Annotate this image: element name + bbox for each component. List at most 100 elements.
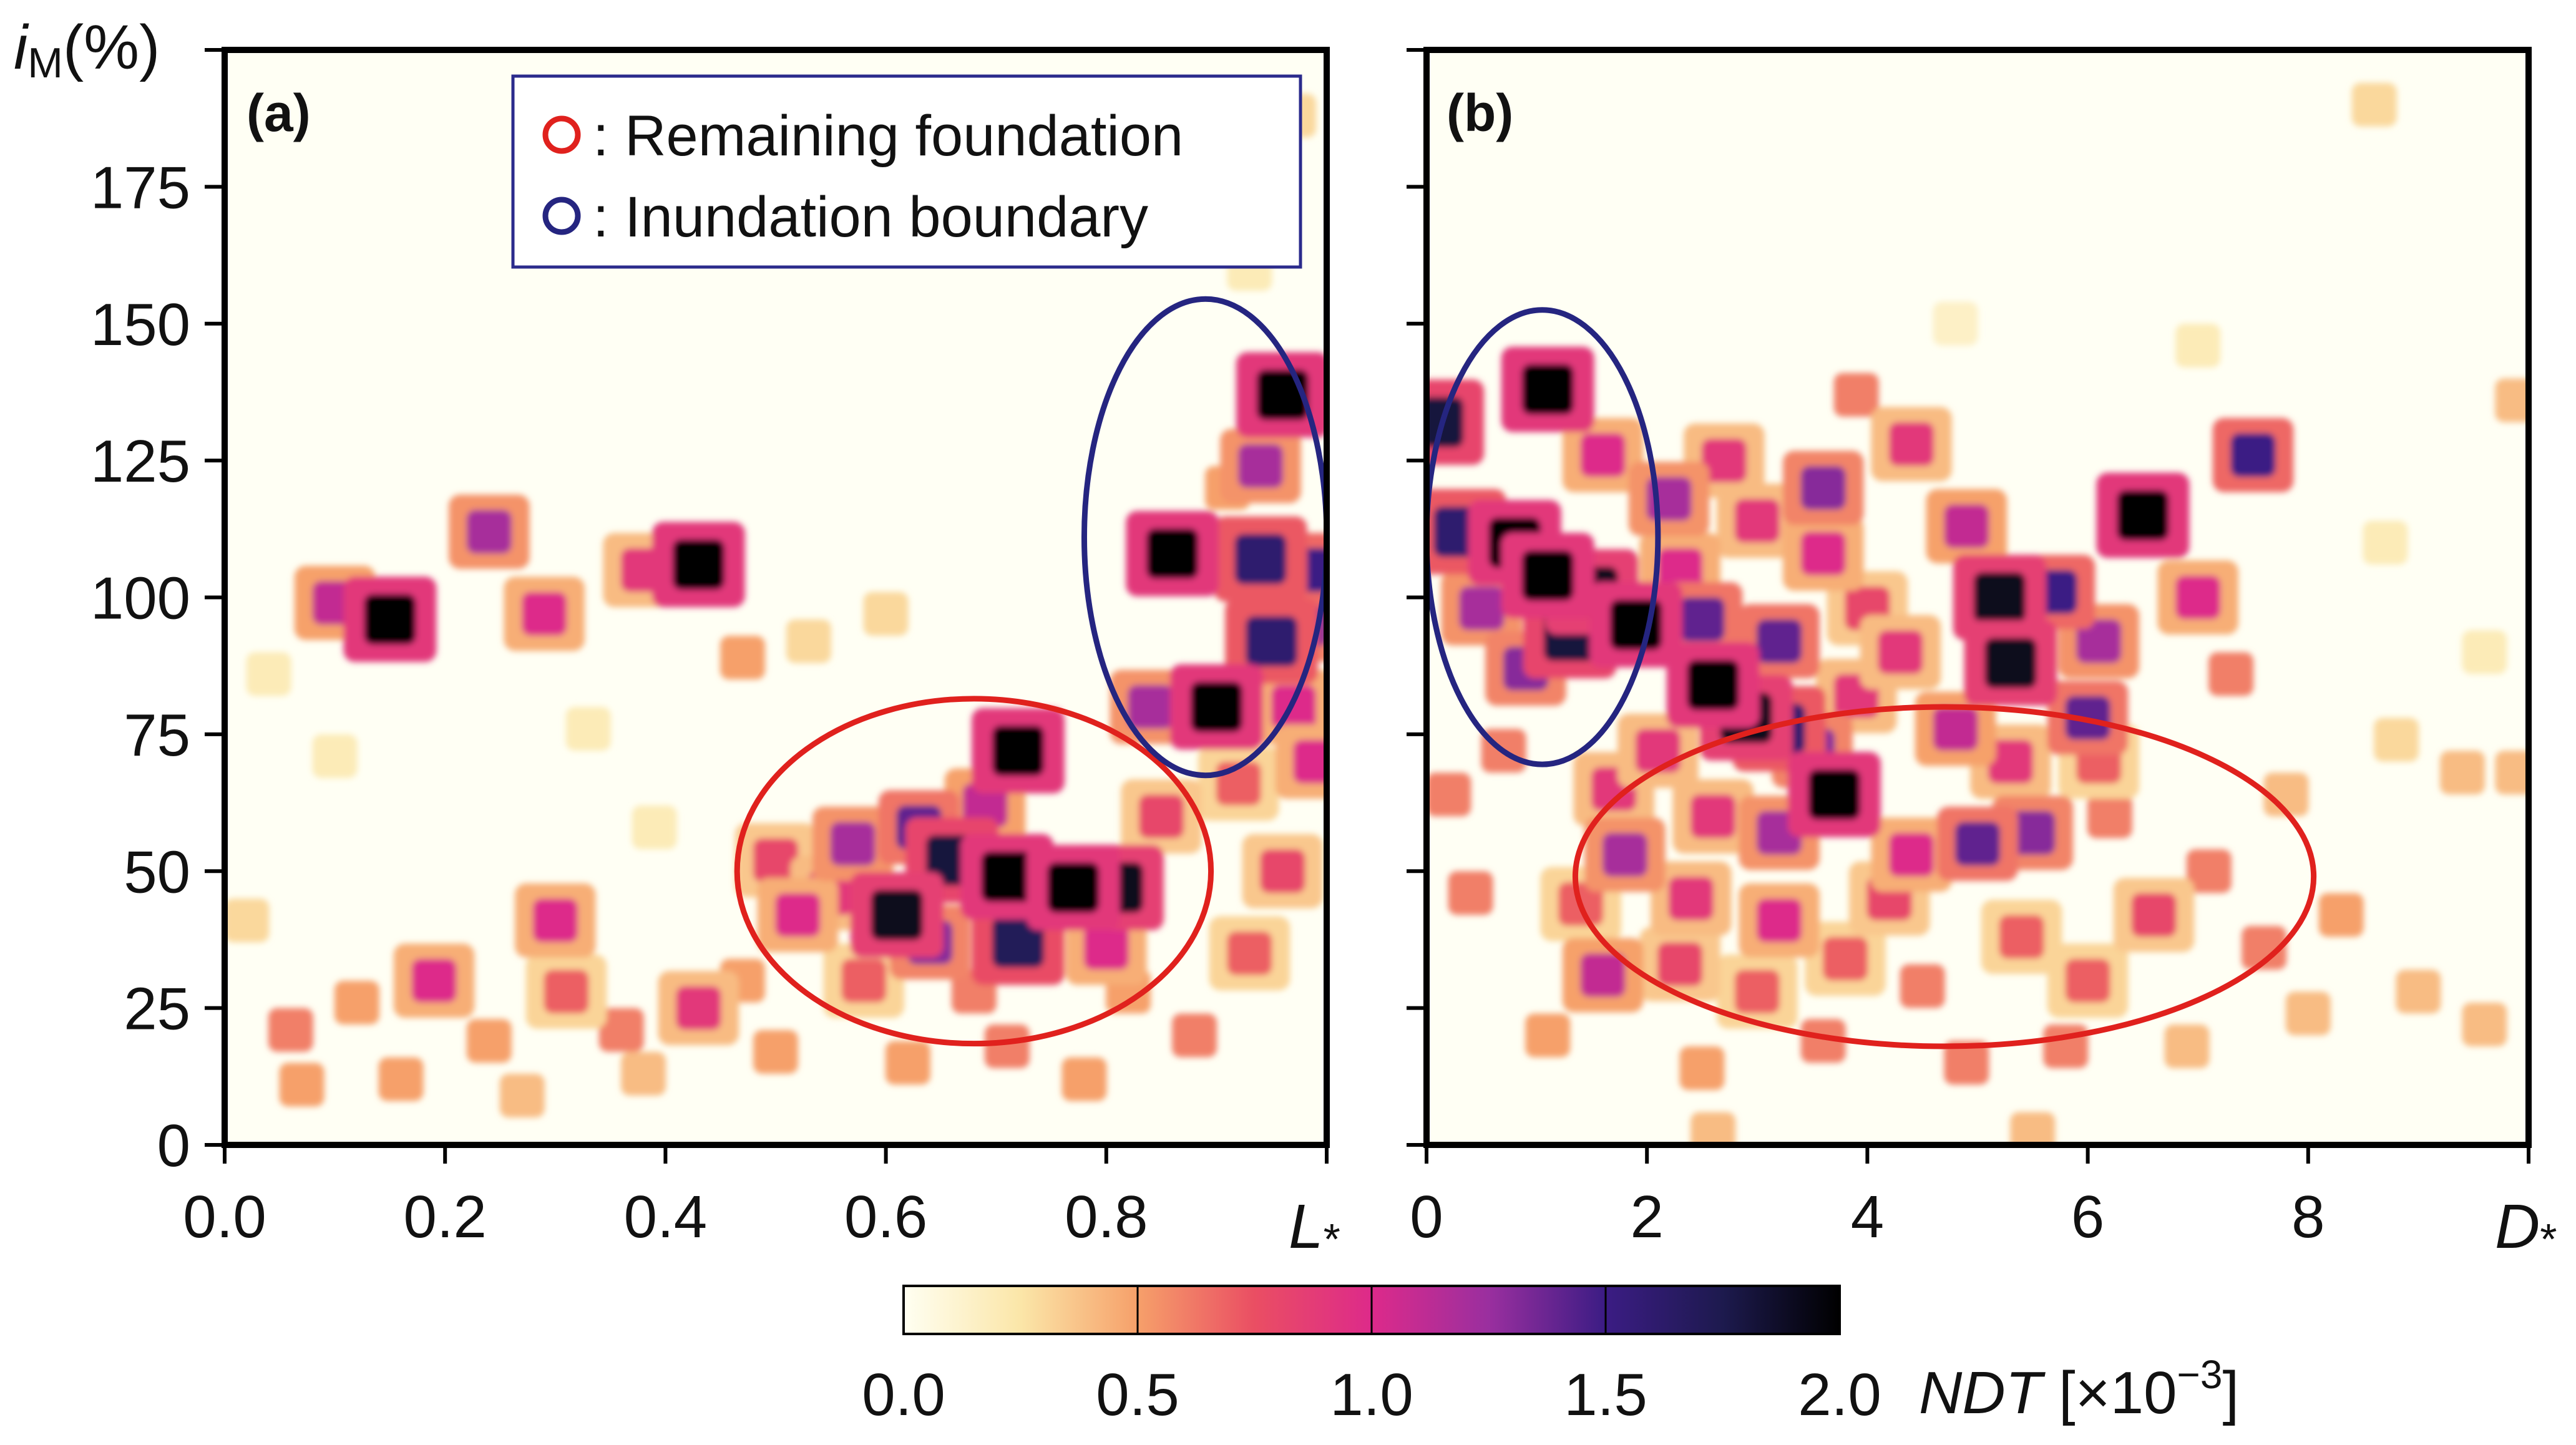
- heatmap-cell: [1757, 619, 1802, 663]
- heatmap-cell: [1833, 372, 1879, 417]
- heatmap-cell: [1521, 364, 1574, 415]
- heatmap-cell: [2495, 751, 2529, 795]
- heatmap-cell: [1734, 970, 1780, 1014]
- x-tick-label: 8: [2291, 1184, 2325, 1250]
- heatmap-cell: [1973, 572, 2026, 623]
- heatmap-cell: [863, 591, 909, 636]
- x-tick-label: 0.0: [183, 1184, 266, 1250]
- x-axis-ticks-b: 0 2 4 6 8: [1410, 1145, 2530, 1250]
- legend: : Remaining foundation : Inundation boun…: [511, 74, 1302, 269]
- colorbar-ticks: 0.0 0.5 1.0 1.5 2.0: [862, 1286, 1881, 1428]
- y-axis-label-sub: M: [27, 39, 63, 87]
- heatmap-cell: [1690, 1112, 1736, 1145]
- heatmap-cell: [1521, 550, 1574, 601]
- heatmap-cell: [466, 510, 512, 554]
- heatmap-cell: [2117, 490, 2169, 541]
- heatmap-cell: [1823, 937, 1868, 981]
- heatmap-cell: [1757, 898, 1802, 943]
- heatmap-cell: [2175, 323, 2221, 367]
- heatmap-cell: [1933, 301, 1978, 346]
- y-tick-label: 25: [124, 976, 190, 1043]
- heatmap-cell: [2285, 991, 2331, 1036]
- heatmap-cell: [720, 636, 766, 680]
- heatmap-cell: [1808, 769, 1860, 820]
- heatmap-cell: [2010, 810, 2056, 855]
- y-axis-ticks-b: [1407, 48, 1427, 1147]
- heatmap-cell: [775, 893, 821, 937]
- x-tick-label: 2: [1631, 1184, 1664, 1250]
- y-tick-label: 175: [90, 154, 190, 221]
- y-axis-label-unit: (%): [63, 12, 160, 82]
- heatmap-cell: [1448, 871, 1493, 915]
- heatmap-cell: [312, 734, 358, 778]
- heatmap-cell: [1734, 499, 1780, 543]
- colorbar-tick-label: 0.5: [1096, 1361, 1179, 1428]
- heatmap-cell: [1889, 832, 1934, 877]
- colorbar: 0.0 0.5 1.0 1.5 2.0 NDT [×10−3]: [862, 1285, 2239, 1428]
- heatmap-cell: [1690, 794, 1736, 839]
- heatmap-cell: [2318, 893, 2364, 937]
- heatmap-cell: [753, 838, 798, 882]
- heatmap-cell: [1047, 862, 1100, 913]
- heatmap-cell: [1128, 685, 1173, 729]
- x-axis-ticks-a: 0.0 0.2 0.4 0.6 0.8: [183, 1145, 1329, 1250]
- heatmap-cell: [2462, 1002, 2507, 1046]
- x-axis-label-a-main: L: [1289, 1192, 1324, 1262]
- colorbar-unit-prefix: [×10: [2042, 1360, 2177, 1426]
- heatmap-cell: [2208, 652, 2254, 696]
- heatmap-cell: [411, 958, 457, 1003]
- x-tick-label: 6: [2071, 1184, 2104, 1250]
- heatmap-cell: [1999, 915, 2044, 959]
- legend-box: [511, 74, 1302, 269]
- colorbar-label-ndt: NDT: [1919, 1360, 2046, 1426]
- heatmap-cell: [2230, 433, 2276, 477]
- heatmap-cell: [1234, 533, 1287, 585]
- heatmap-cell: [268, 1008, 313, 1052]
- panel-label-b: (b): [1447, 84, 1513, 142]
- heatmap-cell: [2363, 520, 2408, 565]
- x-tick-label: 0.8: [1065, 1184, 1148, 1250]
- y-tick-label: 100: [90, 565, 190, 632]
- heatmap-cell: [1668, 877, 1714, 921]
- heatmap-cell: [2242, 926, 2287, 970]
- heatmap-cell: [981, 851, 1033, 902]
- heatmap-cell: [1679, 1046, 1725, 1091]
- heatmap-cell: [279, 1063, 324, 1107]
- heatmap-cell: [2374, 718, 2419, 762]
- heatmap-cell: [1984, 638, 2037, 689]
- heatmap-cell: [1459, 586, 1505, 631]
- heatmap-cells-a: [225, 94, 1327, 1118]
- heatmap-cell: [2263, 772, 2309, 817]
- heatmap-cell: [1227, 931, 1272, 975]
- heatmap-cell: [565, 707, 611, 751]
- heatmap-cell: [1238, 444, 1284, 488]
- heatmap-cell: [885, 1041, 930, 1085]
- heatmap-cell: [1191, 681, 1242, 732]
- y-axis-label: iM(%): [14, 12, 160, 87]
- heatmap-cell: [1260, 849, 1305, 893]
- heatmap-cell: [871, 890, 923, 940]
- heatmap-cell: [2186, 849, 2232, 893]
- heatmap-cell: [1800, 532, 1846, 576]
- colorbar-label: NDT [×10−3]: [1919, 1352, 2239, 1426]
- heatmap-cell: [992, 725, 1044, 776]
- heatmap-cell: [2462, 630, 2507, 674]
- heatmap-cell: [1635, 729, 1681, 773]
- colorbar-tick-label: 1.0: [1330, 1361, 1413, 1428]
- heatmap-cell: [364, 594, 416, 645]
- heatmap-cell: [1146, 528, 1199, 579]
- legend-label-remaining-foundation: : Remaining foundation: [593, 104, 1183, 168]
- heatmap-cell: [522, 591, 567, 636]
- heatmap-cell: [1172, 1013, 1217, 1058]
- heatmap-cell: [532, 898, 578, 943]
- heatmap-cell: [499, 1074, 545, 1118]
- y-tick-label: 0: [157, 1112, 190, 1179]
- heatmap-cell: [544, 970, 589, 1014]
- colorbar-unit-suffix: ]: [2222, 1360, 2239, 1426]
- heatmap-cell: [992, 917, 1044, 968]
- heatmap-cell: [1580, 953, 1626, 997]
- heatmap-cell: [1427, 772, 1471, 817]
- ellipse-remaining-foundation-a: [734, 696, 1214, 1047]
- heatmap-cell: [2010, 1112, 2056, 1145]
- heatmap-cell: [1988, 739, 2033, 784]
